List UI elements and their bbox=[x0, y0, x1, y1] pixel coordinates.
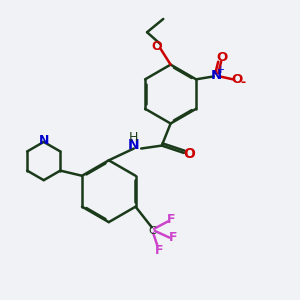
Text: C: C bbox=[149, 226, 157, 236]
Text: O: O bbox=[151, 40, 162, 53]
Text: +: + bbox=[216, 65, 224, 76]
Text: N: N bbox=[128, 138, 140, 152]
Text: F: F bbox=[155, 244, 164, 257]
Text: H: H bbox=[129, 131, 139, 144]
Text: O: O bbox=[232, 73, 243, 86]
Text: O: O bbox=[183, 147, 195, 161]
Text: F: F bbox=[169, 231, 177, 244]
Text: F: F bbox=[167, 213, 176, 226]
Text: -: - bbox=[241, 76, 246, 89]
Text: O: O bbox=[216, 51, 228, 64]
Text: N: N bbox=[210, 69, 221, 82]
Text: N: N bbox=[38, 134, 49, 147]
